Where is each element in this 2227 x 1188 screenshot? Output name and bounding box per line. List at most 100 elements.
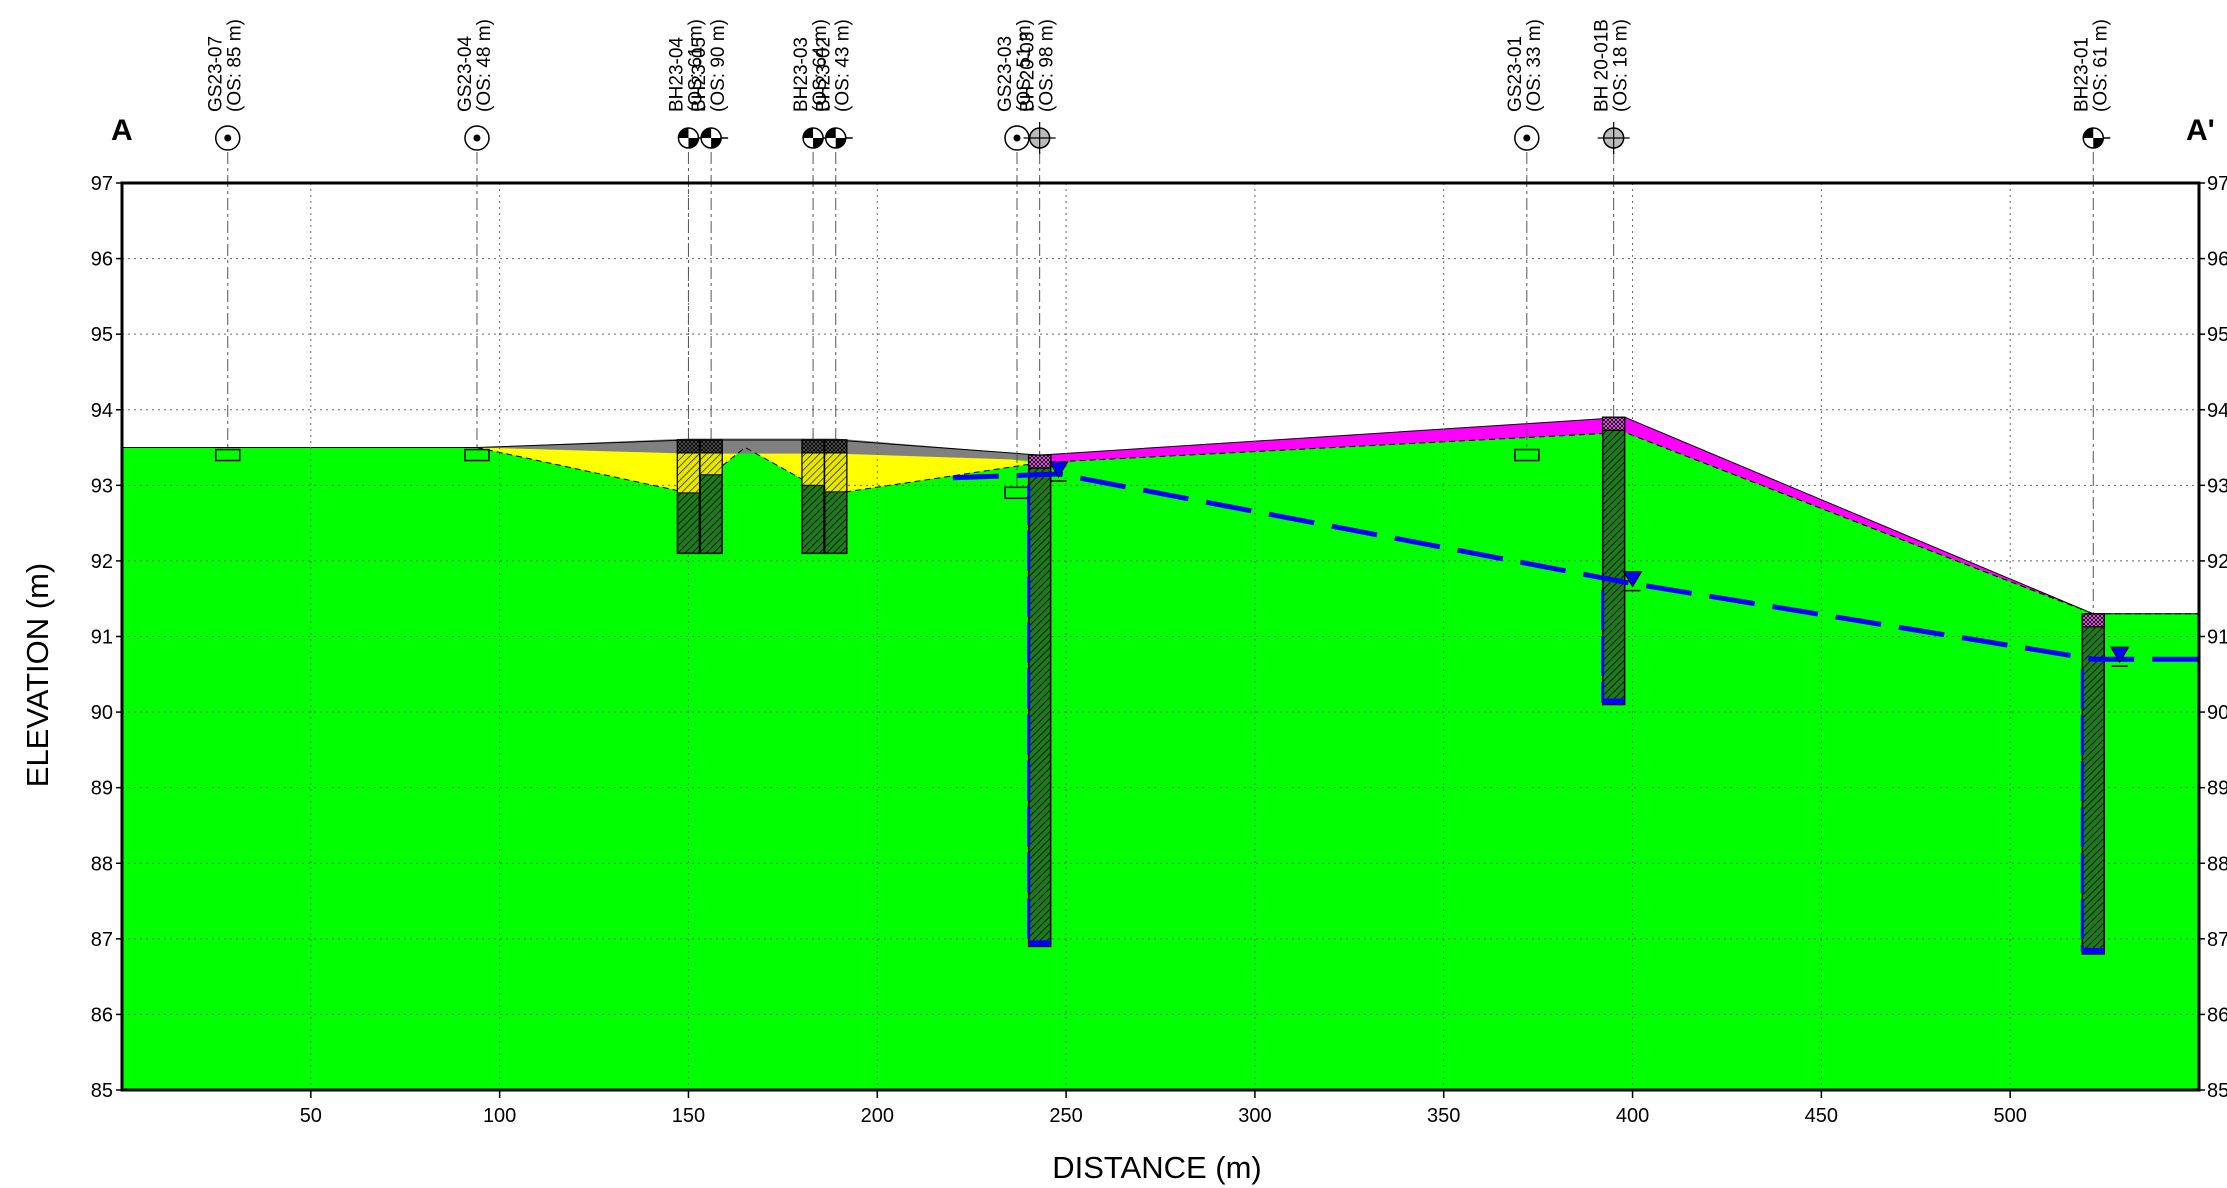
borehole-surface-cap: [699, 439, 723, 454]
fill-boundary-line: [476, 446, 1040, 494]
water-level-icon: [1048, 461, 1069, 478]
borehole-fill-segment: [801, 452, 825, 486]
y-tick-label-left: 96: [91, 249, 113, 271]
grab-sample-box: [1514, 448, 1540, 462]
x-tick-label: 350: [1427, 1105, 1460, 1127]
borehole-offset-label: (OS: 33 m): [1524, 19, 1545, 112]
soil-layers: [122, 416, 2199, 1090]
borehole-surface-cap: [676, 439, 701, 454]
borehole-offset-label: (OS: 48 m): [474, 19, 495, 112]
borehole-id-label: BH 20-01B: [1592, 19, 1613, 112]
y-tick-label-left: 86: [91, 1004, 113, 1026]
borehole-column: [1027, 454, 1052, 948]
asphalt-layer: [477, 438, 1040, 461]
borehole-surface-cap: [1028, 454, 1052, 469]
section-end-label: A': [2186, 114, 2215, 147]
borehole-column: [2081, 613, 2106, 955]
ground-surface-line: [122, 416, 2199, 615]
borehole-offset-label: (OS: 51 m): [1014, 19, 1035, 112]
x-tick-label: 200: [861, 1105, 894, 1127]
y-tick-label-right: 93: [2207, 475, 2227, 497]
x-axis-title: DISTANCE (m): [1052, 1150, 1262, 1185]
borehole-id-label: GS23-01: [1505, 36, 1526, 112]
x-tick-label: 450: [1805, 1105, 1838, 1127]
borehole-id-label: GS23-07: [206, 36, 227, 112]
x-tick-label: 400: [1616, 1105, 1649, 1127]
grab-sample-box: [464, 448, 490, 462]
x-tick-label: 50: [300, 1105, 322, 1127]
y-tick-label-left: 88: [91, 853, 113, 875]
borehole-symbol-icon: [214, 125, 241, 151]
borehole-offset-label: (OS: 85 m): [225, 19, 246, 112]
borehole-base-marker: [2082, 947, 2105, 954]
y-tick-label-left: 89: [91, 778, 113, 800]
borehole-fill-segment: [824, 452, 848, 493]
y-tick-label-right: 86: [2207, 1004, 2227, 1026]
borehole-column: [1601, 416, 1626, 706]
y-tick-label-right: 91: [2207, 627, 2227, 649]
borehole-surface-cap: [1602, 416, 1626, 431]
y-axis-title: ELEVATION (m): [20, 563, 55, 787]
y-tick-label-left: 97: [91, 173, 113, 195]
borehole-base-marker: [1028, 940, 1051, 947]
borehole-offset-label: (OS: 43 m): [833, 19, 854, 112]
borehole-offset-label: (OS: 90 m): [708, 19, 729, 112]
borehole-surface-cap: [2081, 613, 2105, 628]
borehole-surface-cap: [801, 439, 825, 454]
borehole-symbol-icon: [677, 127, 706, 149]
section-start-label: A: [111, 114, 133, 147]
borehole-id-label: BH23-02: [814, 37, 835, 112]
y-tick-label-left: 90: [91, 702, 113, 724]
y-tick-label-right: 96: [2207, 249, 2227, 271]
borehole-id-label: GS23-04: [455, 36, 476, 112]
borehole-base-marker: [1602, 698, 1625, 705]
y-tick-label-right: 92: [2207, 551, 2227, 573]
water-level-icon: [2109, 646, 2130, 664]
borehole-id-label: BH23-05: [689, 37, 710, 112]
grid-lines: [122, 183, 2199, 1090]
boreholes: GS23-07(OS: 85 m) GS23-04(OS: 48 m) BH23-0…: [206, 19, 2111, 955]
y-tick-label-left: 87: [91, 929, 113, 951]
water-level-icon: [1622, 571, 1643, 588]
borehole-offset-label: (OS: 98 m): [1037, 19, 1058, 112]
x-tick-label: 150: [672, 1105, 705, 1127]
x-tick-label: 250: [1049, 1105, 1082, 1127]
y-tick-label-left: 95: [91, 324, 113, 346]
y-tick-label-right: 88: [2207, 853, 2227, 875]
borehole-offset-label: (OS: 18 m): [1611, 19, 1632, 112]
groundwater-line: [952, 461, 2199, 667]
borehole-offset-label: (OS: 64 m): [810, 19, 831, 112]
borehole-id-label: BH23-03: [791, 37, 812, 112]
grab-sample-box: [214, 448, 241, 462]
borehole-fill-segment: [676, 452, 700, 494]
axes: 50 100 150 200 250 300 350 400 450 500 97 96 95 94 93 9…: [91, 173, 2227, 1127]
borehole-symbol-icon: [1597, 122, 1630, 154]
borehole-fill-segment: [699, 452, 723, 476]
x-tick-label: 100: [483, 1105, 516, 1127]
y-tick-label-left: 91: [91, 627, 113, 649]
y-tick-label-left: 92: [91, 551, 113, 573]
y-tick-label-left: 85: [91, 1080, 113, 1102]
borehole-id-label: GS23-03: [995, 36, 1016, 112]
borehole-offset-label: (OS: 61 m): [685, 19, 706, 112]
borehole-id-label: BH 20-03: [1018, 32, 1039, 112]
borehole-symbol-icon: [700, 127, 729, 149]
y-tick-label-left: 94: [91, 400, 113, 422]
x-tick-label: 500: [1993, 1105, 2026, 1127]
borehole-symbol-icon: [2082, 127, 2111, 149]
clay-layer: [122, 417, 2199, 1090]
y-tick-label-right: 95: [2207, 324, 2227, 346]
y-tick-label-right: 90: [2207, 702, 2227, 724]
borehole-symbol-icon: [824, 127, 853, 149]
y-tick-label-right: 89: [2207, 778, 2227, 800]
y-tick-label-right: 87: [2207, 929, 2227, 951]
y-tick-label-right: 94: [2207, 400, 2227, 422]
y-tick-label-right: 97: [2207, 173, 2227, 195]
borehole-symbol-icon: [1514, 125, 1540, 151]
borehole-surface-cap: [824, 439, 848, 454]
x-tick-label: 300: [1238, 1105, 1271, 1127]
borehole-symbol-icon: [1023, 122, 1056, 154]
groundwater-dashed-line: [952, 471, 2199, 662]
y-tick-label-left: 93: [91, 475, 113, 497]
